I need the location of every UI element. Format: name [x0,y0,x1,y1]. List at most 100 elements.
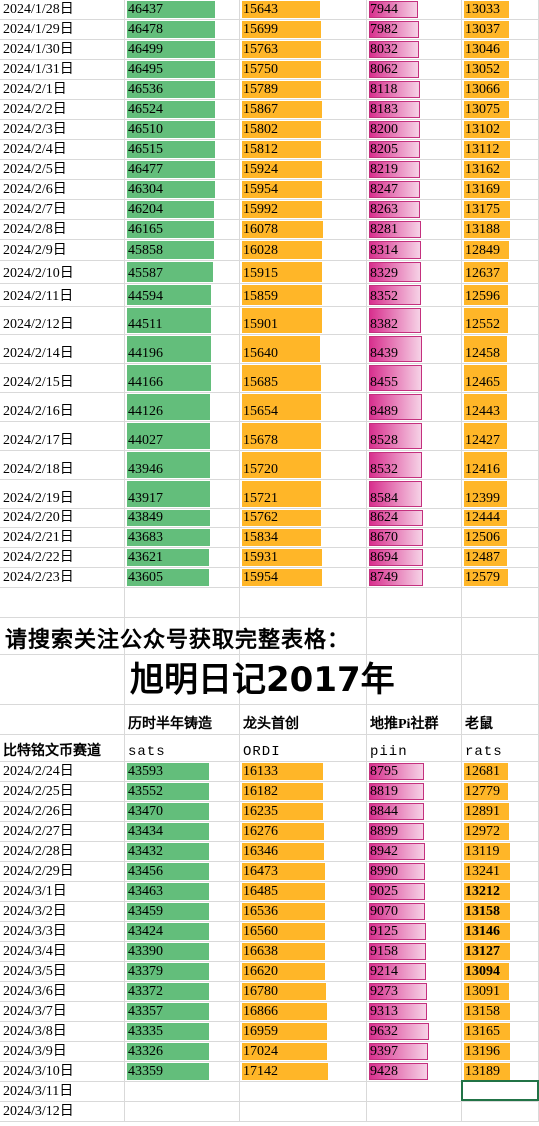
cell: 46477 [125,160,240,180]
cell: 44196 [125,335,240,364]
data-bar [369,81,420,98]
cell: 9273 [367,982,462,1002]
value: 8819 [370,784,398,799]
data-bar [242,308,322,333]
cell: 8844 [367,802,462,822]
cell: 2024/2/25日 [0,782,125,802]
data-bar [127,783,210,800]
value: 8032 [370,42,398,57]
data-bar [464,903,510,920]
cell: 2024/3/9日 [0,1042,125,1062]
value: 16276 [243,824,278,839]
value: 44126 [128,404,163,419]
cell: 8263 [367,200,462,220]
value: 15834 [243,530,278,545]
cell: 15859 [240,284,367,307]
value: 8670 [370,530,398,545]
cell: 8352 [367,284,462,307]
cell: 43432 [125,842,240,862]
data-bar [369,221,421,238]
data-bar [127,61,215,78]
cell: 9428 [367,1062,462,1082]
value: 16536 [243,904,278,919]
data-bar [369,943,427,960]
value: 15901 [243,317,278,332]
data-bar [369,823,425,840]
cell: 15699 [240,20,367,40]
data-bar [242,529,322,546]
data-bar [242,1023,328,1040]
cell: 13112 [462,140,539,160]
cell: 43372 [125,982,240,1002]
data-bar [464,1063,510,1080]
date: 2024/2/2日 [3,102,67,117]
cell: 16866 [240,1002,367,1022]
cell [125,1082,240,1102]
date: 2024/2/23日 [3,570,74,585]
value: 43359 [128,1064,163,1079]
cell: 43459 [125,902,240,922]
data-bar [242,569,323,586]
cell: 15762 [240,509,367,528]
cell: 8382 [367,307,462,335]
data-bar [127,423,211,449]
cell: 45858 [125,240,240,261]
cell: 8219 [367,160,462,180]
data-bar [464,423,508,449]
data-bar [242,883,325,900]
value: 46304 [128,182,163,197]
value: 8281 [370,222,398,237]
value: 15685 [243,375,278,390]
cell: 老鼠 [462,705,539,735]
data-bar [127,843,210,860]
date: 2024/2/12日 [3,317,74,332]
cell: 15992 [240,200,367,220]
cell: 15654 [240,393,367,422]
cell: 12891 [462,802,539,822]
data-bar [369,262,421,282]
cell [0,655,125,705]
value: 46495 [128,62,163,77]
data-bar [127,1063,209,1080]
cell: 16780 [240,982,367,1002]
cell: 2024/3/7日 [0,1002,125,1022]
value: 12427 [465,433,500,448]
value: 12444 [465,510,500,525]
data-bar [464,101,510,118]
data-bar [464,241,509,259]
cell: 2024/1/29日 [0,20,125,40]
value: 46165 [128,222,163,237]
data-bar [242,481,321,507]
value: 43357 [128,1004,163,1019]
data-bar [369,983,427,1000]
cell: 2024/2/28日 [0,842,125,862]
data-bar [464,569,508,586]
value: 8795 [370,764,398,779]
data-bar [369,1003,427,1020]
data-bar [369,41,420,58]
data-bar [127,983,210,1000]
value: 43621 [128,550,163,565]
cell: 2024/2/7日 [0,200,125,220]
data-bar [464,285,508,305]
date: 2024/1/30日 [3,42,74,57]
value: 46515 [128,142,163,157]
cell [367,588,462,618]
value: 43605 [128,570,163,585]
cell: 2024/2/29日 [0,862,125,882]
date: 2024/2/11日 [3,289,74,304]
cell: 46437 [125,0,240,20]
value: 43432 [128,844,163,859]
data-bar [127,883,210,900]
value: 13037 [465,22,500,37]
cell [0,618,125,655]
value: 15640 [243,346,278,361]
value: 16182 [243,784,278,799]
value: 8200 [370,122,398,137]
cell: 13189 [462,1062,539,1082]
cell: 2024/2/2日 [0,100,125,120]
data-bar [369,423,423,449]
date: 2024/2/25日 [3,784,74,799]
value: 8382 [370,317,398,332]
